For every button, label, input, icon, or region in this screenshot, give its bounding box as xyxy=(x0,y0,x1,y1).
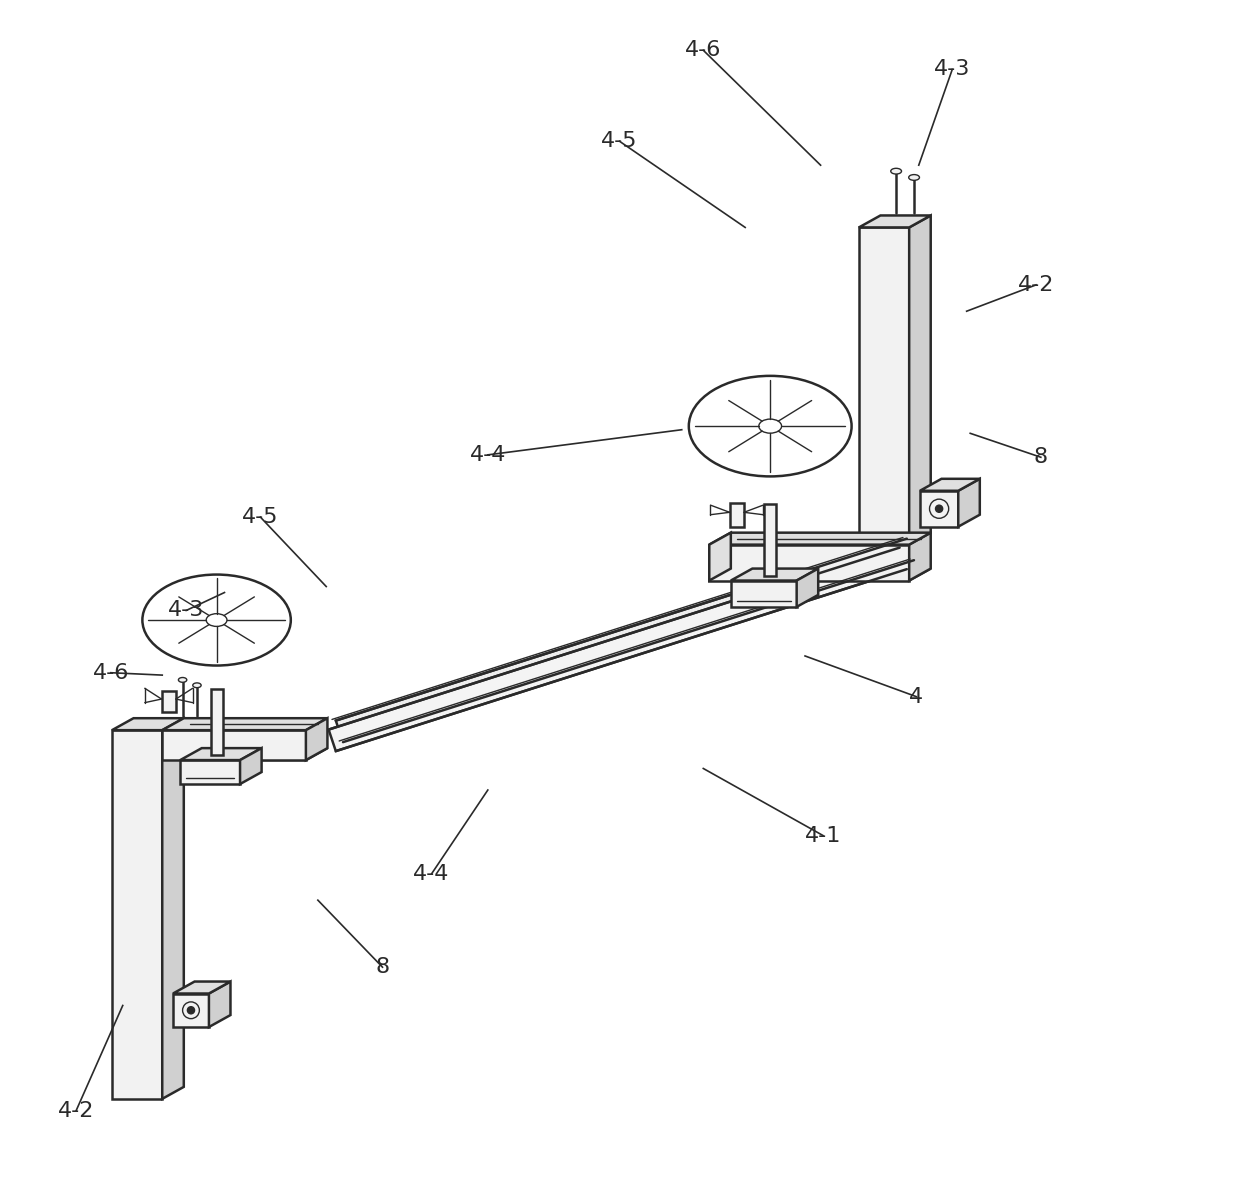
Ellipse shape xyxy=(193,682,201,687)
Text: 4-4: 4-4 xyxy=(470,445,506,464)
Polygon shape xyxy=(180,748,261,760)
Polygon shape xyxy=(162,718,327,730)
Circle shape xyxy=(187,1007,195,1014)
Polygon shape xyxy=(336,539,914,742)
Text: 4-5: 4-5 xyxy=(242,508,279,527)
Text: 4-2: 4-2 xyxy=(58,1101,94,1120)
Polygon shape xyxy=(328,548,907,752)
Polygon shape xyxy=(709,569,930,581)
Polygon shape xyxy=(173,982,230,994)
Text: 4-2: 4-2 xyxy=(1018,275,1054,294)
Text: 4-1: 4-1 xyxy=(805,826,841,845)
Polygon shape xyxy=(306,718,327,760)
Polygon shape xyxy=(162,718,183,1099)
Text: 4-4: 4-4 xyxy=(414,864,450,883)
Polygon shape xyxy=(209,982,230,1027)
Polygon shape xyxy=(709,545,909,581)
Polygon shape xyxy=(161,691,176,712)
Text: 4-3: 4-3 xyxy=(169,601,204,620)
Polygon shape xyxy=(919,491,958,527)
Polygon shape xyxy=(173,994,209,1027)
Ellipse shape xyxy=(891,169,902,174)
Polygon shape xyxy=(859,215,930,227)
Polygon shape xyxy=(162,730,306,760)
Polygon shape xyxy=(919,479,980,491)
Polygon shape xyxy=(859,227,909,545)
Text: 8: 8 xyxy=(1033,448,1048,467)
Polygon shape xyxy=(730,503,743,527)
Text: 8: 8 xyxy=(375,958,389,977)
Polygon shape xyxy=(162,748,327,760)
Text: 4-6: 4-6 xyxy=(93,663,129,682)
Polygon shape xyxy=(797,569,818,607)
Polygon shape xyxy=(709,533,930,545)
Polygon shape xyxy=(909,533,930,581)
Circle shape xyxy=(935,505,943,512)
Text: 4: 4 xyxy=(909,687,923,706)
Text: 4-3: 4-3 xyxy=(934,60,970,79)
Polygon shape xyxy=(958,479,980,527)
Polygon shape xyxy=(211,689,223,755)
Polygon shape xyxy=(240,748,261,784)
Polygon shape xyxy=(764,504,776,576)
Polygon shape xyxy=(709,533,731,581)
Polygon shape xyxy=(909,215,930,545)
Polygon shape xyxy=(180,760,240,784)
Ellipse shape xyxy=(908,175,919,181)
Text: 4-5: 4-5 xyxy=(601,132,638,151)
Text: 4-6: 4-6 xyxy=(685,41,721,60)
Polygon shape xyxy=(112,718,183,730)
Polygon shape xyxy=(731,569,818,581)
Polygon shape xyxy=(731,581,797,607)
Ellipse shape xyxy=(178,678,187,682)
Polygon shape xyxy=(112,730,162,1099)
